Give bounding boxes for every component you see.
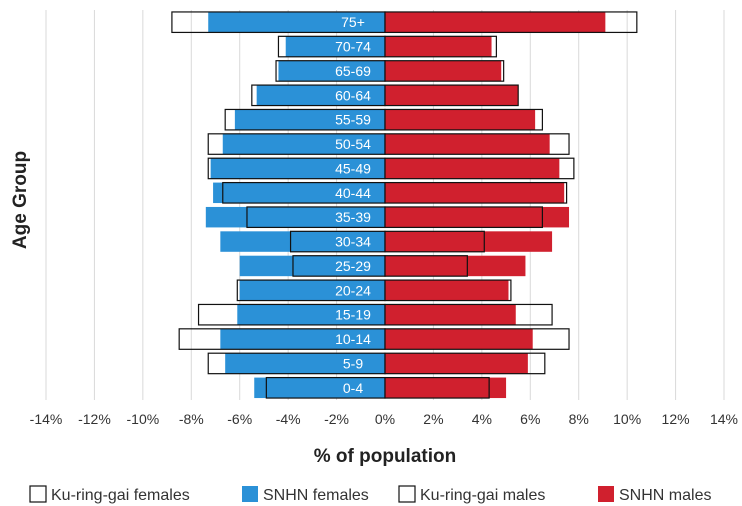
x-axis-label: % of population [314,446,456,467]
bar-ku-ring-gai-males [384,279,512,302]
bar-ku-ring-gai-males [384,133,570,155]
x-tick-label: -4% [276,411,301,427]
category-label: 45-49 [335,160,371,176]
category-label: 20-24 [335,282,371,298]
bar-ku-ring-gai-males [384,376,490,399]
x-tick-label: -2% [324,411,349,427]
bar-snhn-males [385,60,502,82]
bar-snhn-females [278,60,385,82]
bar-ku-ring-gai-males [384,11,638,34]
x-axis-ticks: -14% -12% -10% -8% -6% -4% -2% 0% 2% 4% 6% 8% 10% 12%… [30,411,738,427]
bar-snhn-males [385,377,507,399]
bar-snhn-females [205,206,385,228]
x-tick-label: -14% [30,411,63,427]
category-label: 40-44 [335,185,371,201]
legend-label: Ku-ring-gai females [51,487,190,504]
category-label: 65-69 [335,63,371,79]
x-tick-label: 4% [472,411,492,427]
x-tick-label: 10% [613,411,641,427]
bar-snhn-females [237,304,385,325]
bar-snhn-males [385,109,536,130]
bar-snhn-males [385,328,533,350]
x-tick-label: -12% [78,411,111,427]
x-tick-label: 6% [520,411,540,427]
bar-ku-ring-gai-males [384,60,505,82]
bar-snhn-females [213,182,385,204]
category-label: 10-14 [335,331,371,347]
bar-snhn-females [239,255,385,277]
bar-snhn-females [285,36,385,57]
bar-ku-ring-gai-males [384,255,468,277]
category-label: 35-39 [335,209,371,225]
legend-swatch [242,486,258,502]
bar-snhn-females [256,85,385,106]
category-label: 25-29 [335,258,371,274]
legend-label: SNHN females [263,487,369,504]
bar-ku-ring-gai-males [384,181,568,204]
category-label: 5-9 [343,355,363,371]
category-label: 30-34 [335,234,371,250]
bar-snhn-females [254,377,385,399]
bar-snhn-males [385,182,565,204]
category-label: 60-64 [335,87,371,103]
category-label: 0-4 [343,380,363,396]
bar-snhn-females [234,109,385,130]
legend-label: SNHN males [619,487,711,504]
bar-ku-ring-gai-males [384,108,543,131]
bar-snhn-males [385,36,492,57]
category-label: 70-74 [335,39,371,55]
bar-snhn-females [220,328,385,350]
bar-snhn-males [385,158,560,179]
x-tick-label: 14% [710,411,738,427]
legend-label: Ku-ring-gai males [420,487,545,504]
bar-snhn-females [210,158,385,179]
bar-ku-ring-gai-males [384,352,546,375]
bars [171,11,638,399]
bar-ku-ring-gai-males [384,157,575,180]
bar-snhn-males [385,206,570,228]
x-tick-label: 0% [375,411,395,427]
bar-snhn-males [385,280,509,301]
category-labels: 0-4 5-9 10-14 15-19 20-24 25-29 30-34 35-39 40-4… [335,14,371,396]
x-tick-label: 8% [569,411,589,427]
bar-snhn-males [385,231,553,252]
legend-swatch [29,485,47,503]
bar-snhn-females [220,231,385,252]
bar-snhn-males [385,255,526,277]
bar-ku-ring-gai-males [384,328,570,350]
bar-snhn-females [225,353,385,374]
bar-ku-ring-gai-males [384,230,485,253]
bar-snhn-males [385,133,550,155]
bar-ku-ring-gai-males [384,35,497,58]
category-label: 75+ [341,14,365,30]
category-label: 15-19 [335,307,371,323]
bar-ku-ring-gai-males [384,84,519,107]
x-tick-label: -6% [227,411,252,427]
category-label: 55-59 [335,112,371,128]
legend-swatch [598,486,614,502]
legend: Ku-ring-gai females SNHN females Ku-ring-g… [29,485,711,504]
x-tick-label: -8% [179,411,204,427]
bar-snhn-males [385,11,606,33]
y-axis-label: Age Group [10,151,31,249]
legend-swatch [398,485,416,503]
bar-snhn-females [208,11,385,33]
category-label: 50-54 [335,136,371,152]
bar-snhn-females [239,280,385,301]
bar-snhn-males [385,304,516,325]
bar-snhn-females [222,133,385,155]
x-tick-label: -10% [127,411,160,427]
bar-ku-ring-gai-males [384,206,543,229]
bar-snhn-males [385,353,528,374]
x-tick-label: 2% [423,411,443,427]
bar-snhn-males [385,85,519,106]
bar-ku-ring-gai-males [384,303,553,326]
x-tick-label: 12% [662,411,690,427]
